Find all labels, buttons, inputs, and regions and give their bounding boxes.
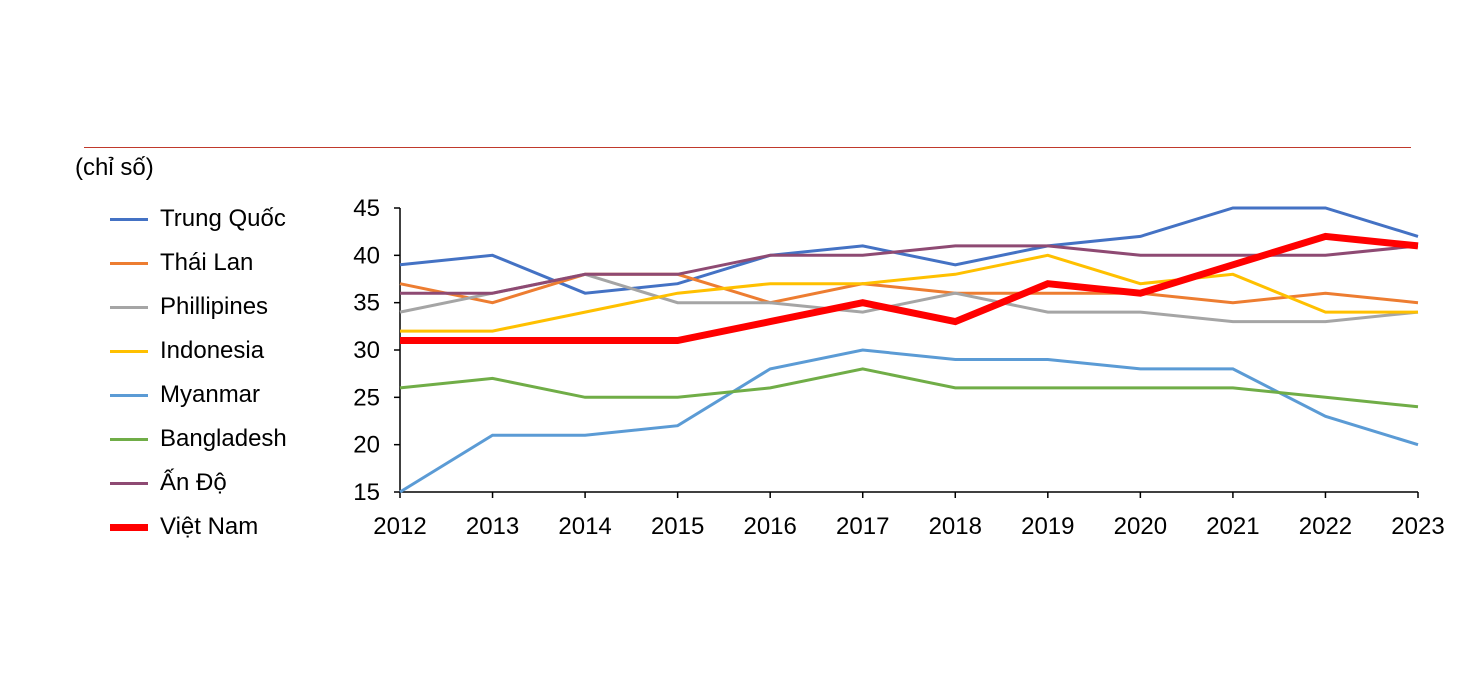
legend-label: Việt Nam — [160, 513, 259, 540]
legend-item: Trung Quốc — [110, 197, 287, 241]
legend-swatch — [110, 393, 148, 397]
legend-swatch — [110, 481, 148, 485]
y-tick-label: 20 — [353, 432, 380, 459]
y-tick-label: 45 — [353, 195, 380, 222]
x-tick-label: 2022 — [1299, 513, 1352, 540]
top-divider-line — [84, 147, 1411, 148]
series-line-6 — [400, 244, 1419, 295]
series-line-0 — [399, 206, 1419, 295]
y-tick-label: 25 — [353, 384, 380, 411]
legend-item: Indonesia — [110, 329, 287, 373]
legend-swatch — [110, 217, 148, 221]
legend-swatch — [110, 523, 148, 531]
y-tick-label: 15 — [353, 479, 380, 506]
x-tick-label: 2018 — [929, 513, 982, 540]
y-tick-label: 40 — [353, 242, 380, 269]
series-line-7 — [400, 232, 1419, 344]
legend-item: Phillipines — [110, 285, 287, 329]
x-tick-label: 2014 — [558, 513, 611, 540]
x-tick-label: 2015 — [651, 513, 704, 540]
legend-item: Thái Lan — [110, 241, 287, 285]
legend-label: Thái Lan — [160, 249, 254, 276]
y-unit-label: (chỉ số) — [75, 154, 154, 181]
series-line-4 — [399, 348, 1419, 494]
x-tick-label: 2021 — [1206, 513, 1259, 540]
series-line-3 — [400, 253, 1418, 333]
legend-label: Indonesia — [160, 337, 265, 364]
x-tick-label: 2017 — [836, 513, 889, 540]
series-line-5 — [399, 367, 1419, 409]
x-tick-label: 2023 — [1391, 513, 1444, 540]
legend-label: Phillipines — [160, 293, 269, 320]
legend-swatch — [110, 305, 148, 309]
legend-item: Bangladesh — [110, 417, 287, 461]
series-line-1 — [399, 272, 1419, 305]
x-tick-label: 2016 — [743, 513, 796, 540]
x-tick-label: 2012 — [373, 513, 426, 540]
legend-label: Bangladesh — [160, 425, 287, 452]
legend-item: Myanmar — [110, 373, 287, 417]
x-tick-label: 2019 — [1021, 513, 1074, 540]
x-tick-label: 2013 — [466, 513, 519, 540]
y-tick-label: 35 — [353, 290, 380, 317]
legend-label: Myanmar — [160, 381, 261, 408]
legend-swatch — [110, 261, 148, 265]
x-tick-label: 2020 — [1114, 513, 1167, 540]
y-tick-label: 30 — [353, 337, 380, 364]
legend-item: Ấn Độ — [110, 461, 287, 505]
legend-item: Việt Nam — [110, 505, 287, 549]
chart-legend: Trung Quốc Thái Lan Phillipines Indonesia My… — [110, 197, 287, 549]
legend-label: Ấn Độ — [160, 469, 227, 496]
legend-swatch — [110, 349, 148, 353]
legend-label: Trung Quốc — [160, 205, 286, 232]
legend-swatch — [110, 437, 148, 441]
